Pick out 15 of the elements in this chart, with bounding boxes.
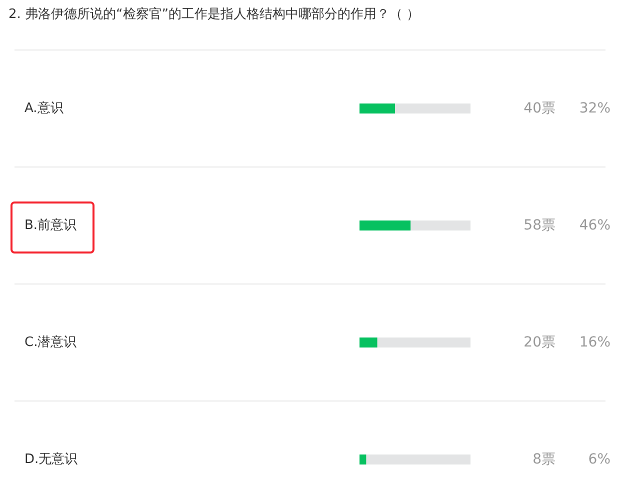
data-label: 32%: [579, 100, 611, 116]
y-tick-label: B.前意识: [24, 218, 77, 233]
data-label: 16%: [579, 334, 611, 350]
y-tick-label: D.无意识: [24, 452, 78, 467]
text: 2. 弗洛伊德所说的“检察官”的工作是指人格结构中哪部分的作用？（ ）: [8, 6, 420, 22]
text: 58票: [524, 218, 556, 234]
text: 40票: [524, 100, 556, 116]
data-label: 46%: [579, 218, 611, 234]
bar: [360, 454, 366, 464]
y-tick-label: C.潜意识: [24, 335, 77, 350]
text: 20票: [524, 334, 556, 350]
data-label: 6%: [588, 452, 611, 468]
bar: [360, 338, 378, 348]
y-tick-label: A.意识: [24, 101, 64, 116]
text: 8票: [532, 452, 556, 468]
